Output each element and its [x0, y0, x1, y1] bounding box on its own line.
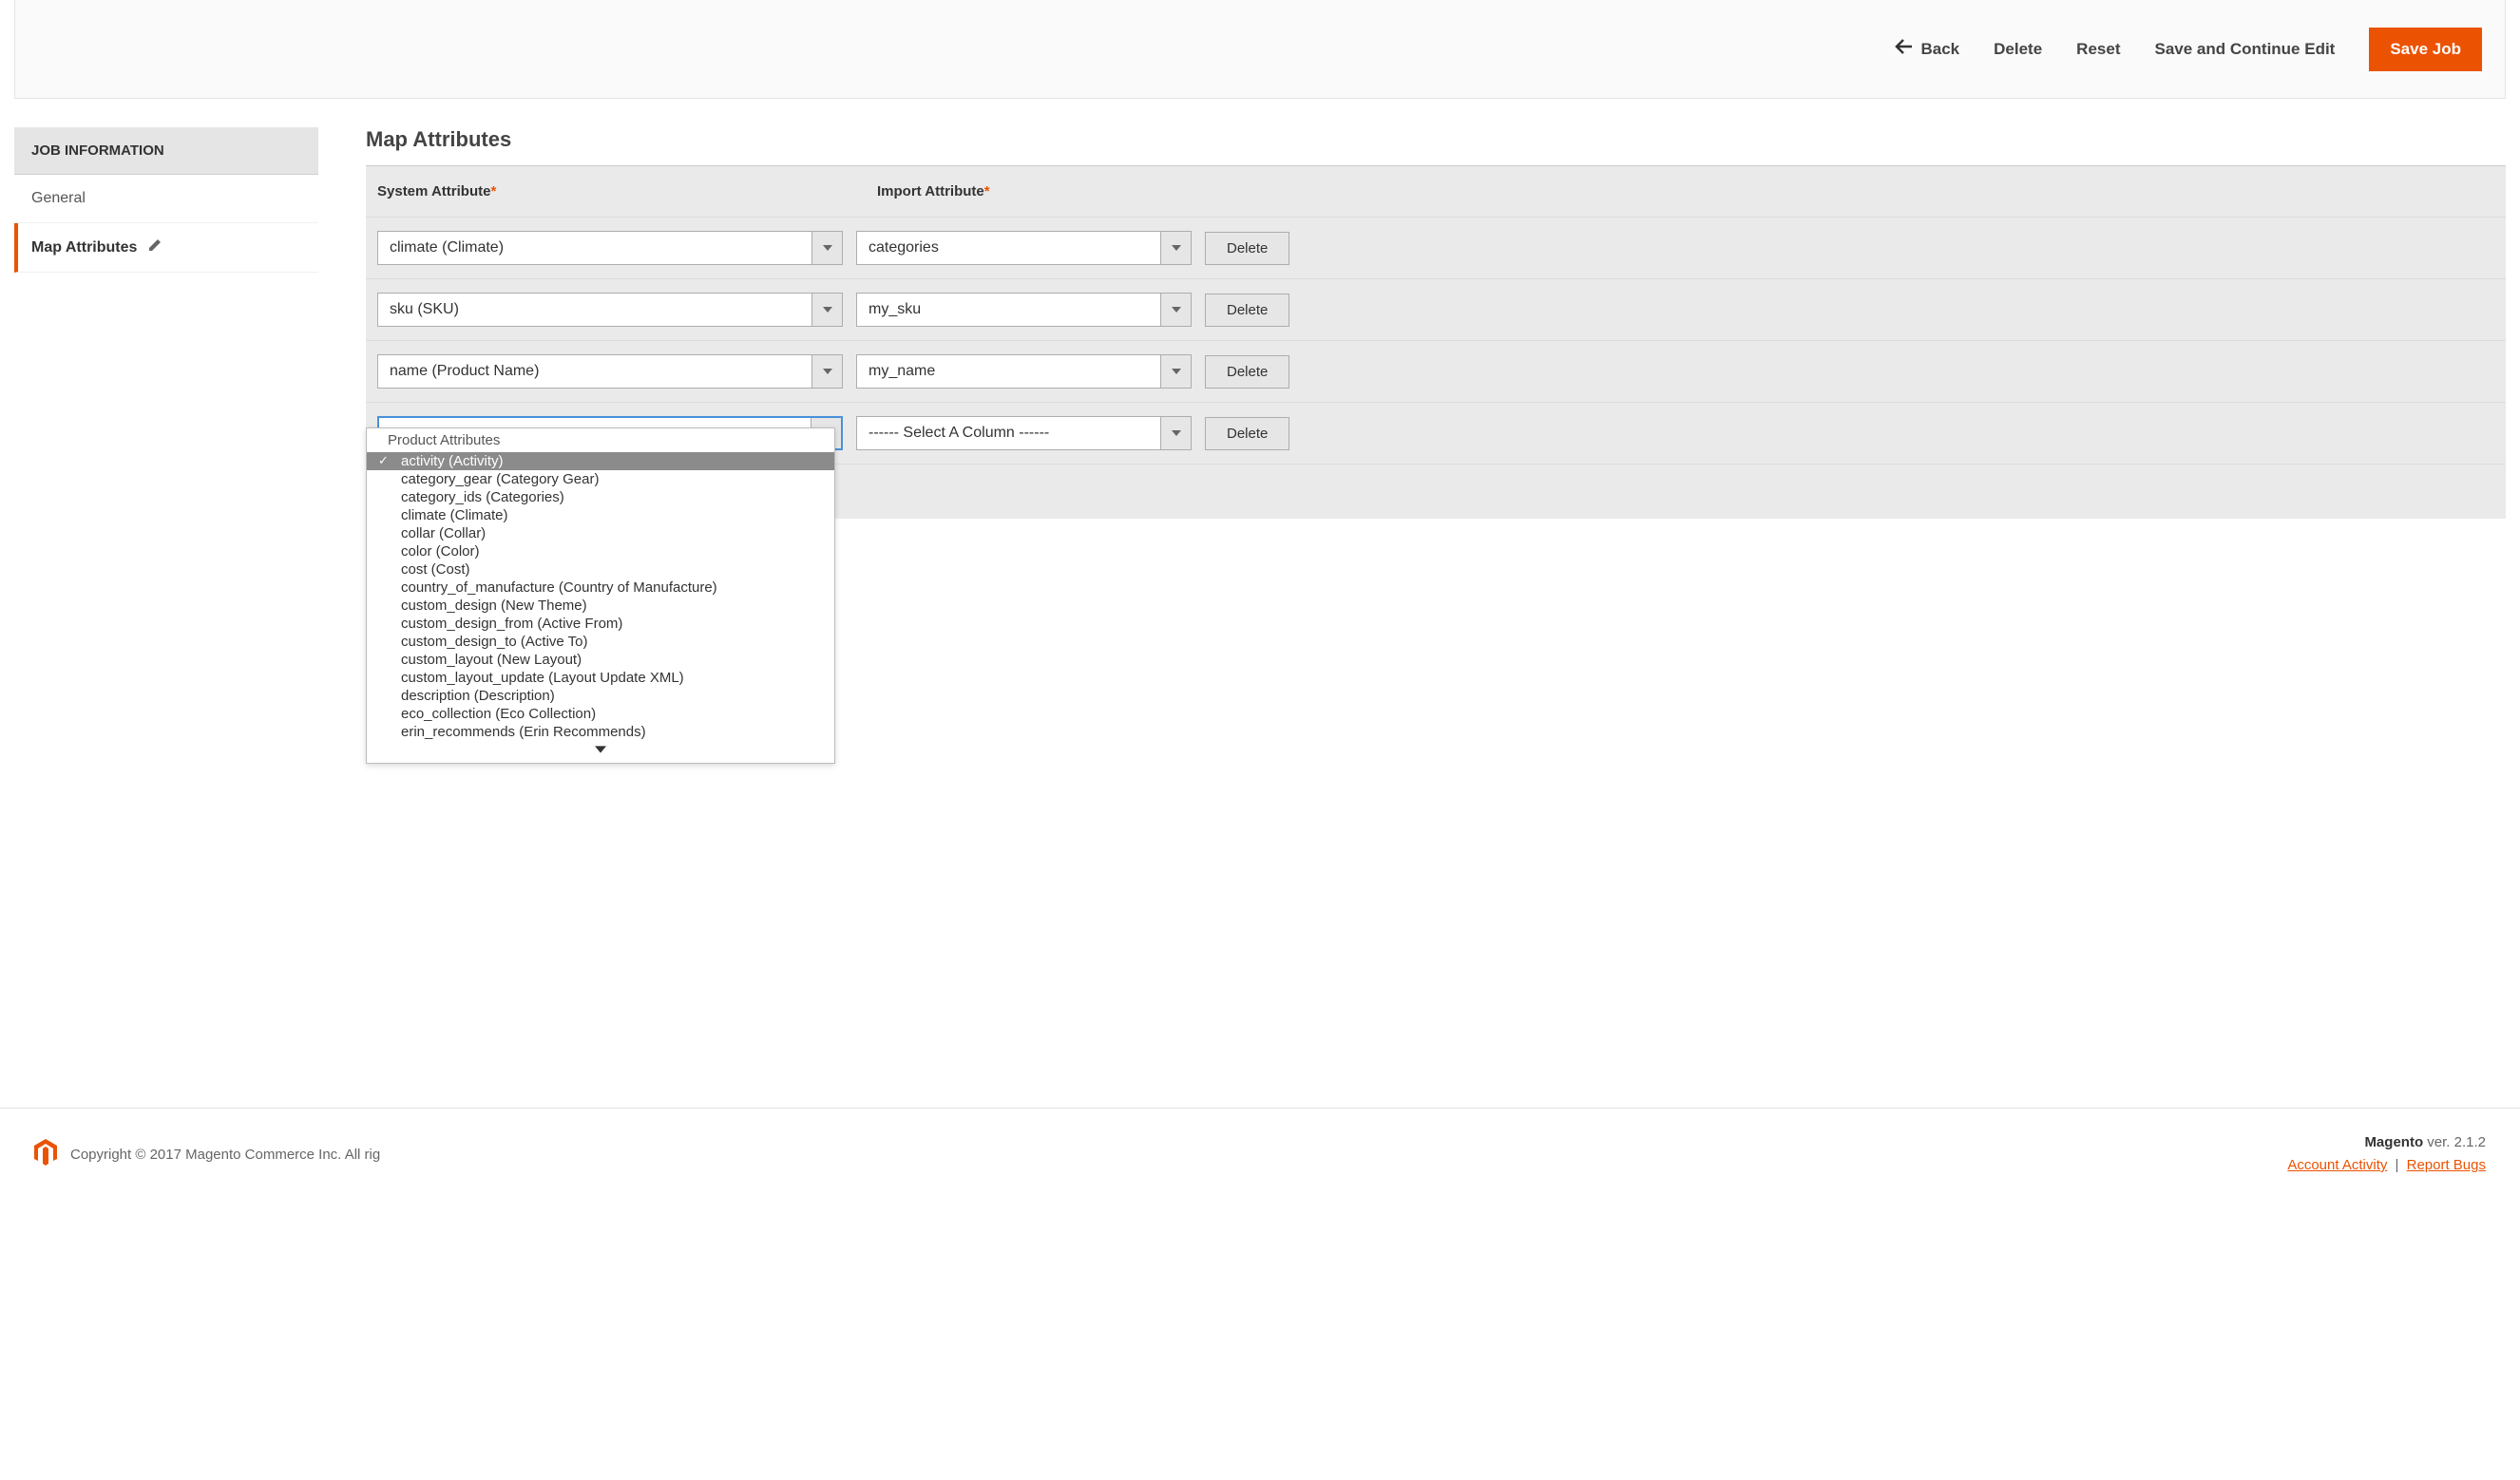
sidebar-item-label: General [31, 190, 86, 206]
dropdown-option[interactable]: custom_design (New Theme) [367, 597, 834, 615]
chevron-down-icon [1160, 355, 1191, 388]
system-attribute-select[interactable]: name (Product Name) [377, 354, 843, 389]
product-name: Magento [2364, 1134, 2423, 1150]
dropdown-scroll-more[interactable] [367, 741, 834, 763]
system-attribute-select[interactable]: climate (Climate) [377, 231, 843, 265]
footer: Copyright © 2017 Magento Commerce Inc. A… [0, 1108, 2520, 1200]
back-label: Back [1921, 40, 1960, 59]
footer-right: Magento ver. 2.1.2 Account Activity | Re… [2287, 1131, 2486, 1177]
select-value: my_name [857, 363, 1160, 380]
table-row: sku (SKU) my_sku Delete [366, 278, 2506, 340]
report-bugs-link[interactable]: Report Bugs [2407, 1157, 2486, 1173]
delete-label: Delete [1994, 40, 2042, 59]
content: Map Attributes System Attribute* Import … [366, 127, 2506, 519]
dropdown-option[interactable]: eco_collection (Eco Collection) [367, 705, 834, 723]
copyright-text: Copyright © 2017 Magento Commerce Inc. A… [70, 1147, 380, 1163]
save-continue-label: Save and Continue Edit [2154, 40, 2335, 59]
required-marker: * [490, 183, 496, 199]
dropdown-option[interactable]: custom_design_from (Active From) [367, 615, 834, 633]
select-value: name (Product Name) [378, 363, 811, 380]
dropdown-option[interactable]: color (Color) [367, 542, 834, 560]
dropdown-option[interactable]: collar (Collar) [367, 524, 834, 542]
dropdown-option[interactable]: category_ids (Categories) [367, 488, 834, 506]
header-system-attribute: System Attribute* [377, 183, 858, 199]
header-import-attribute: Import Attribute* [877, 183, 1212, 199]
dropdown-group-label: Product Attributes [367, 428, 834, 452]
sidebar-header: JOB INFORMATION [14, 127, 318, 175]
dropdown-option[interactable]: activity (Activity) [367, 452, 834, 470]
save-job-button[interactable]: Save Job [2369, 28, 2482, 71]
magento-logo-icon [34, 1139, 57, 1169]
sidebar-item-general[interactable]: General [14, 175, 318, 223]
dropdown-option[interactable]: cost (Cost) [367, 560, 834, 579]
chevron-down-icon [1160, 232, 1191, 264]
table-row: climate (Climate) categories Delete [366, 217, 2506, 278]
delete-button[interactable]: Delete [1994, 40, 2042, 59]
version-prefix: ver. [2423, 1134, 2454, 1150]
row-delete-button[interactable]: Delete [1205, 232, 1289, 265]
required-marker: * [984, 183, 990, 199]
reset-label: Reset [2076, 40, 2120, 59]
account-activity-link[interactable]: Account Activity [2287, 1157, 2387, 1173]
chevron-down-icon [811, 294, 842, 326]
sidebar-item-map-attributes[interactable]: Map Attributes [14, 223, 318, 273]
separator: | [2396, 1157, 2399, 1173]
save-job-label: Save Job [2390, 40, 2461, 59]
chevron-down-icon [1160, 417, 1191, 449]
save-continue-button[interactable]: Save and Continue Edit [2154, 40, 2335, 59]
dropdown-option[interactable]: erin_recommends (Erin Recommends) [367, 723, 834, 741]
top-toolbar: Back Delete Reset Save and Continue Edit… [14, 0, 2506, 99]
back-button[interactable]: Back [1895, 38, 1960, 60]
select-value: climate (Climate) [378, 239, 811, 256]
version-number: 2.1.2 [2454, 1134, 2486, 1150]
dropdown-option[interactable]: climate (Climate) [367, 506, 834, 524]
row-delete-button[interactable]: Delete [1205, 294, 1289, 327]
system-attribute-dropdown: Product Attributes activity (Activity) c… [366, 427, 835, 764]
dropdown-option[interactable]: custom_layout (New Layout) [367, 651, 834, 669]
system-attribute-select[interactable]: sku (SKU) [377, 293, 843, 327]
dropdown-option[interactable]: custom_design_to (Active To) [367, 633, 834, 651]
table-header: System Attribute* Import Attribute* [366, 166, 2506, 217]
sidebar-item-label: Map Attributes [31, 239, 137, 256]
arrow-left-icon [1895, 38, 1912, 60]
select-value: my_sku [857, 301, 1160, 318]
chevron-down-icon [811, 355, 842, 388]
section-title: Map Attributes [366, 127, 2506, 166]
table-row: name (Product Name) my_name Delete [366, 340, 2506, 402]
select-value: categories [857, 239, 1160, 256]
import-attribute-select[interactable]: my_sku [856, 293, 1192, 327]
select-value: sku (SKU) [378, 301, 811, 318]
select-value: ------ Select A Column ------ [857, 425, 1160, 442]
chevron-down-icon [1160, 294, 1191, 326]
chevron-down-icon [811, 232, 842, 264]
sidebar: JOB INFORMATION General Map Attributes [14, 127, 318, 273]
row-delete-button[interactable]: Delete [1205, 355, 1289, 389]
dropdown-option[interactable]: country_of_manufacture (Country of Manuf… [367, 579, 834, 597]
dropdown-option[interactable]: description (Description) [367, 687, 834, 705]
reset-button[interactable]: Reset [2076, 40, 2120, 59]
import-attribute-select[interactable]: categories [856, 231, 1192, 265]
row-delete-button[interactable]: Delete [1205, 417, 1289, 450]
import-attribute-select[interactable]: my_name [856, 354, 1192, 389]
import-attribute-select[interactable]: ------ Select A Column ------ [856, 416, 1192, 450]
dropdown-option[interactable]: custom_layout_update (Layout Update XML) [367, 669, 834, 687]
pencil-icon [148, 238, 162, 256]
dropdown-option[interactable]: category_gear (Category Gear) [367, 470, 834, 488]
